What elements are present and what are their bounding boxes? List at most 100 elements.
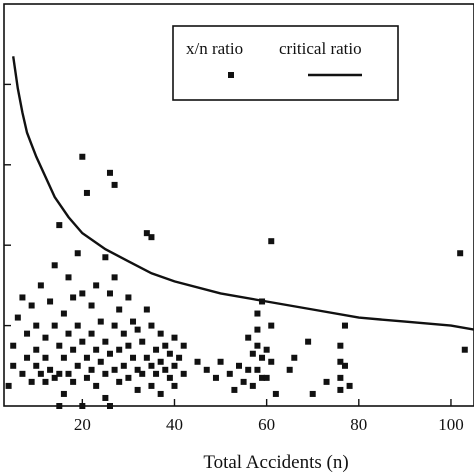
scatter-point-16: [42, 354, 49, 361]
scatter-point-0: [5, 382, 12, 389]
scatter-point-98: [171, 362, 178, 369]
scatter-point-92: [157, 390, 164, 397]
scatter-point-120: [259, 354, 266, 361]
scatter-point-9: [28, 378, 35, 385]
scatter-point-45: [83, 374, 90, 381]
scatter-point-26: [56, 403, 63, 409]
scatter-point-79: [139, 338, 146, 345]
scatter-point-90: [157, 330, 164, 337]
scatter-point-49: [93, 282, 100, 289]
scatter-point-35: [70, 378, 77, 385]
scatter-point-94: [162, 366, 169, 373]
scatter-points: [5, 153, 468, 409]
scatter-point-59: [106, 290, 113, 297]
scatter-point-25: [56, 370, 63, 377]
x-tick-label-2: 60: [258, 415, 275, 434]
scatter-point-128: [286, 366, 293, 373]
scatter-point-22: [51, 374, 58, 381]
scatter-point-124: [268, 238, 275, 245]
scatter-point-20: [51, 262, 58, 269]
scatter-point-106: [217, 358, 224, 365]
scatter-point-108: [231, 386, 238, 393]
scatter-point-54: [102, 254, 109, 261]
scatter-point-81: [143, 230, 150, 237]
scatter-point-29: [60, 390, 67, 397]
scatter-point-93: [162, 342, 169, 349]
scatter-point-138: [341, 362, 348, 369]
scatter-point-18: [47, 366, 54, 373]
scatter-point-3: [14, 314, 21, 321]
scatter-point-66: [116, 306, 123, 313]
scatter-point-141: [461, 346, 468, 353]
scatter-point-42: [79, 338, 86, 345]
scatter-point-133: [337, 386, 344, 393]
scatter-point-48: [88, 366, 95, 373]
scatter-point-24: [56, 342, 63, 349]
scatter-point-67: [116, 346, 123, 353]
scatter-point-116: [254, 326, 261, 333]
legend-marker-square: [228, 72, 234, 78]
scatter-point-33: [70, 294, 77, 301]
scatter-point-62: [111, 181, 118, 188]
scatter-point-57: [102, 394, 109, 401]
scatter-point-44: [83, 354, 90, 361]
scatter-point-1: [10, 362, 17, 369]
scatter-point-6: [24, 330, 31, 337]
scatter-point-132: [323, 378, 330, 385]
scatter-point-60: [106, 350, 113, 357]
scatter-point-70: [120, 362, 127, 369]
scatter-point-50: [93, 346, 100, 353]
scatter-point-58: [106, 169, 113, 176]
scatter-point-122: [263, 346, 270, 353]
scatter-point-69: [120, 330, 127, 337]
scatter-point-131: [309, 390, 316, 397]
scatter-point-77: [134, 366, 141, 373]
scatter-point-118: [254, 366, 261, 373]
scatter-point-83: [143, 354, 150, 361]
scatter-point-55: [102, 338, 109, 345]
y-axis-ticks: [4, 83, 11, 327]
scatter-point-47: [88, 330, 95, 337]
scatter-point-115: [254, 310, 261, 317]
scatter-point-4: [19, 294, 26, 301]
scatter-point-73: [125, 374, 132, 381]
scatter-point-41: [79, 290, 86, 297]
scatter-point-12: [33, 362, 40, 369]
scatter-point-10: [33, 322, 40, 329]
scatter-point-2: [10, 342, 17, 349]
scatter-point-71: [125, 294, 132, 301]
x-tick-label-4: 100: [438, 415, 464, 434]
scatter-point-109: [236, 362, 242, 369]
scatter-point-114: [249, 382, 256, 389]
scatter-point-104: [203, 366, 210, 373]
scatter-point-28: [60, 354, 67, 361]
scatter-point-139: [346, 382, 353, 389]
scatter-point-31: [65, 330, 72, 337]
scatter-point-96: [166, 374, 173, 381]
scatter-point-40: [79, 153, 86, 160]
scatter-point-107: [226, 370, 233, 377]
legend-label-ratio: x/n ratio: [186, 39, 243, 58]
x-axis-ticks: [81, 399, 452, 406]
scatter-point-27: [60, 310, 67, 317]
scatter-point-75: [130, 354, 137, 361]
scatter-point-126: [268, 358, 275, 365]
plot-frame: [3, 3, 474, 407]
scatter-point-85: [148, 322, 155, 329]
scatter-point-52: [97, 318, 104, 325]
scatter-point-78: [134, 386, 141, 393]
scatter-point-51: [93, 382, 100, 389]
scatter-point-129: [291, 354, 298, 361]
scatter-point-113: [249, 350, 256, 357]
scatter-point-17: [42, 378, 49, 385]
scatter-point-5: [19, 370, 26, 377]
legend-label-critical: critical ratio: [279, 39, 362, 58]
scatter-point-38: [74, 362, 81, 369]
scatter-point-23: [56, 222, 63, 229]
scatter-point-7: [24, 354, 31, 361]
scatter-point-13: [37, 282, 44, 289]
scatter-point-103: [194, 358, 201, 365]
scatter-point-82: [143, 306, 150, 313]
x-tick-label-0: 20: [74, 415, 91, 434]
